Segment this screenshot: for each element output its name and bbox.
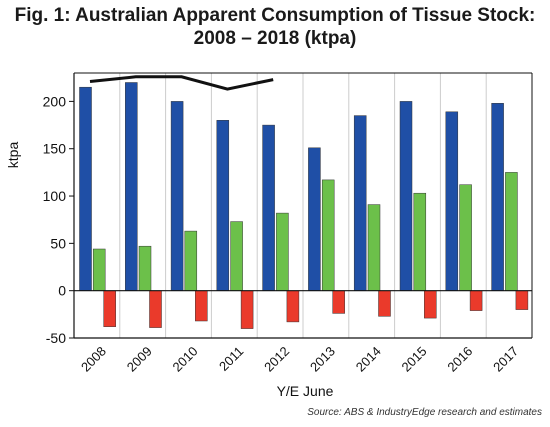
bar-series-1-2009 [125, 82, 138, 291]
bar-series-2-2008 [92, 248, 106, 291]
y-tick-label: 150 [43, 141, 67, 157]
bar-series-3-2015 [424, 290, 437, 319]
bar-series-2-2013 [321, 179, 335, 291]
bar-series-1-2014 [353, 115, 367, 291]
bar-series-1-2016 [445, 111, 459, 291]
x-tick-label-2016: 2016 [444, 344, 475, 375]
bar-series-1-2013 [308, 147, 321, 291]
x-tick-label-2010: 2010 [170, 344, 201, 375]
chart-title: Fig. 1: Australian Apparent Consumption … [0, 4, 550, 50]
line-series-path [89, 75, 274, 91]
bar-series-1-2017 [491, 103, 504, 291]
bar-series-2-2009 [138, 245, 152, 291]
y-tick-label: 0 [58, 283, 66, 299]
x-tick-label-2015: 2015 [399, 344, 430, 375]
x-tick-label-2011: 2011 [216, 344, 246, 374]
x-tick-label-2014: 2014 [353, 344, 384, 375]
bar-series-1-2010 [170, 101, 184, 291]
y-axis-label: ktpa [5, 142, 21, 169]
chart-title-line-1: Fig. 1: Australian Apparent Consumption … [14, 5, 536, 26]
y-tick-label: 100 [43, 188, 67, 204]
bar-series-3-2009 [149, 290, 162, 328]
x-tick-label-2017: 2017 [490, 344, 521, 375]
y-tick-label: 200 [43, 93, 67, 109]
bar-series-3-2010 [195, 290, 208, 322]
line-series [89, 75, 274, 91]
x-tick-label-2013: 2013 [307, 344, 338, 375]
bar-series-2-2015 [413, 192, 427, 291]
bar-series-2-2011 [230, 221, 243, 291]
bar-series-2-2012 [276, 212, 289, 291]
bar-series-2-2010 [184, 230, 198, 291]
bar-series-3-2013 [332, 290, 345, 314]
bar-series-3-2014 [378, 290, 391, 317]
x-axis-label: Y/E June [277, 383, 334, 399]
bar-series-2-2014 [367, 204, 381, 291]
bar-series-3-2012 [286, 290, 300, 323]
y-tick-label: -50 [46, 330, 66, 346]
y-tick-label: 50 [50, 235, 66, 251]
gridlines [119, 73, 487, 338]
x-tick-label-2012: 2012 [261, 344, 292, 375]
chart-title-line-2: 2008 – 2018 (ktpa) [193, 28, 357, 49]
bar-series-1-2008 [79, 86, 92, 291]
bar-series-3-2008 [103, 290, 116, 327]
bar-series-2-2017 [505, 172, 518, 291]
bar-series-1-2012 [262, 124, 275, 291]
bar-series-3-2017 [515, 290, 529, 310]
source-note: Source: ABS & IndustryEdge research and … [307, 407, 542, 418]
bar-series-1-2011 [216, 120, 230, 291]
bars [79, 82, 529, 329]
bar-series-3-2016 [469, 290, 483, 311]
x-tick-label-2008: 2008 [78, 344, 109, 375]
bar-series-1-2015 [399, 101, 413, 291]
bar-series-2-2016 [459, 184, 472, 291]
bar-series-3-2011 [240, 290, 254, 329]
x-tick-label-2009: 2009 [124, 344, 155, 375]
